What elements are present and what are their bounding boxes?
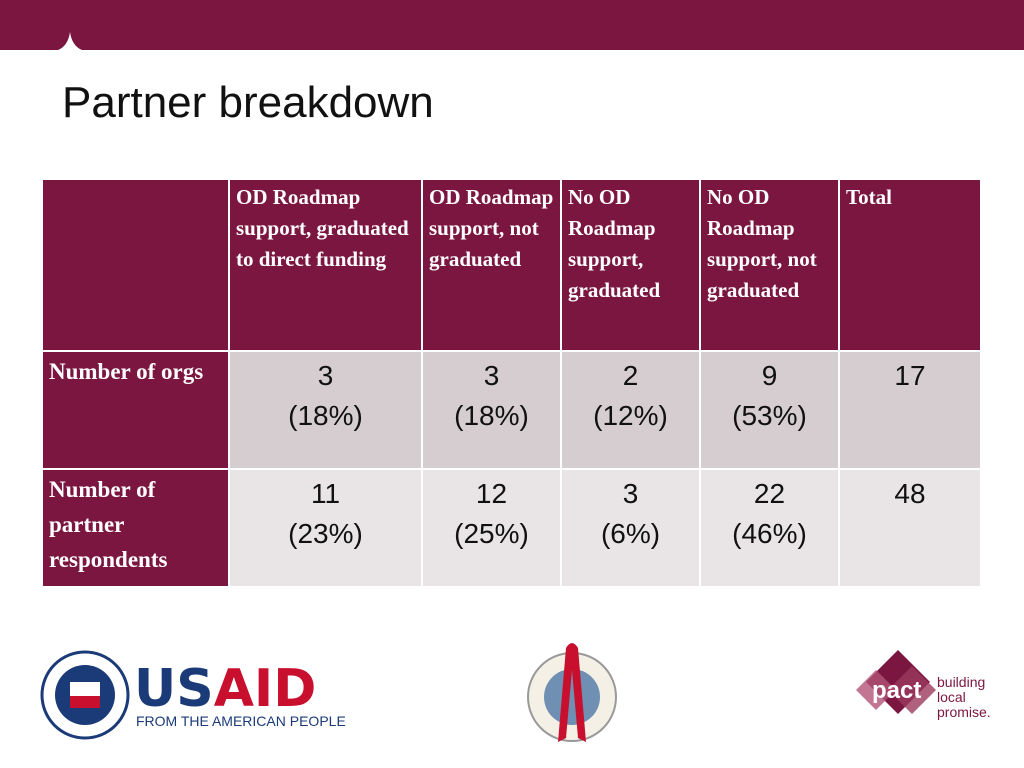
value-cell: 9 (53%) — [701, 352, 838, 468]
count-text: 3 — [483, 360, 500, 391]
count-text: 48 — [894, 478, 926, 509]
usaid-seal — [40, 650, 130, 740]
count-text: 12 — [475, 478, 508, 509]
header-cell: No OD Roadmap support, not graduated — [701, 180, 838, 350]
header-cell: OD Roadmap support, not graduated — [423, 180, 560, 350]
share-text: (23%) — [288, 518, 363, 549]
logos: USAID FROM THE AMERICAN PEOPLE pact buil… — [40, 643, 991, 742]
share-text: (25%) — [454, 518, 529, 549]
value-cell: 22 (46%) — [701, 470, 838, 586]
count-text: 17 — [894, 360, 926, 391]
value-cell: 3 (18%) — [423, 352, 560, 468]
usaid-tagline: FROM THE AMERICAN PEOPLE — [136, 713, 346, 729]
count-text: 3 — [622, 478, 639, 509]
pepfar-seal — [527, 643, 617, 742]
header-band — [0, 0, 1024, 50]
header-cell — [43, 180, 228, 350]
row-label: Number of partner respondents — [43, 470, 228, 586]
header-row: OD Roadmap support, graduated to direct … — [43, 180, 980, 350]
header-cell: OD Roadmap support, graduated to direct … — [230, 180, 421, 350]
value-cell: 48 — [840, 470, 980, 586]
count-text: 22 — [753, 478, 786, 509]
pact-tagline-line: promise. — [937, 704, 991, 720]
count-text: 3 — [317, 360, 334, 391]
table-row: Number of partner respondents 11 (23%) 12 (2… — [43, 470, 980, 586]
header-cell: Total — [840, 180, 980, 350]
slide-title: Partner breakdown — [62, 78, 434, 127]
value-cell: 11 (23%) — [230, 470, 421, 586]
value-cell: 3 (6%) — [562, 470, 699, 586]
pact-tagline-line: local — [937, 689, 966, 705]
share-text: (18%) — [454, 400, 529, 431]
row-label: Number of orgs — [43, 352, 228, 468]
usaid-aid: AID — [214, 659, 317, 719]
pact-tagline-line: building — [937, 674, 985, 690]
count-text: 11 — [310, 478, 341, 509]
pact-mark: pact — [856, 650, 936, 714]
share-text: (18%) — [288, 400, 363, 431]
value-cell: 3 (18%) — [230, 352, 421, 468]
table-row: Number of orgs 3 (18%) 3 (18%) 2 (12%) 9 (53%) 17 — [43, 352, 980, 468]
usaid-us: US — [134, 659, 214, 719]
share-text: (53%) — [732, 400, 807, 431]
share-text: (46%) — [732, 518, 807, 549]
value-cell: 12 (25%) — [423, 470, 560, 586]
count-text: 2 — [622, 360, 639, 391]
count-text: 9 — [761, 360, 778, 391]
pact-name: pact — [872, 677, 921, 704]
share-text: (12%) — [593, 400, 668, 431]
header-cell: No OD Roadmap support, graduated — [562, 180, 699, 350]
value-cell: 2 (12%) — [562, 352, 699, 468]
usaid-wordmark: USAID — [134, 659, 316, 719]
value-cell: 17 — [840, 352, 980, 468]
share-text: (6%) — [600, 518, 661, 549]
data-table: OD Roadmap support, graduated to direct … — [41, 178, 982, 588]
